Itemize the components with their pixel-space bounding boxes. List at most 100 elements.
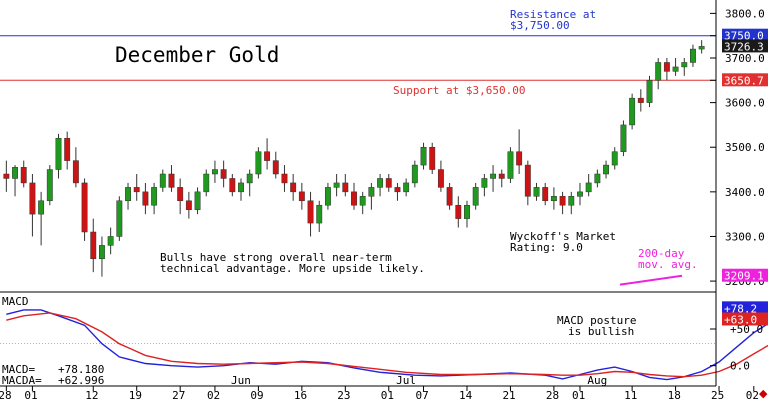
candle	[99, 236, 105, 277]
candle	[38, 191, 45, 246]
candle-body	[507, 151, 514, 179]
candle	[377, 174, 384, 197]
candle	[46, 165, 53, 206]
candle	[507, 147, 514, 183]
candle	[185, 191, 192, 219]
candle	[611, 147, 618, 170]
candle-body	[90, 231, 97, 260]
candle-body	[437, 169, 444, 188]
candle-body	[516, 151, 523, 166]
candle-body	[290, 182, 297, 193]
x-tick-label: 12	[85, 389, 98, 400]
candle-body	[472, 187, 479, 206]
macd-readout-value: +78.180	[58, 363, 104, 376]
scroll-arrow-icon[interactable]: ◆	[759, 387, 768, 400]
candle-body	[420, 146, 427, 166]
candle	[698, 40, 705, 54]
candle	[420, 142, 427, 170]
candle	[542, 182, 549, 206]
candle-body	[368, 187, 375, 197]
candle	[559, 191, 566, 215]
candle	[64, 131, 71, 170]
candle	[385, 174, 392, 192]
macd-axis: +50.0 0.0	[710, 323, 763, 373]
candle	[342, 174, 349, 197]
x-tick-label: 14	[459, 389, 473, 400]
candle-body	[316, 204, 323, 224]
macd-value-tag-bg	[722, 301, 768, 315]
candle	[255, 147, 262, 179]
candle-body	[142, 191, 149, 206]
macda-readout-value: +62.996	[58, 374, 104, 387]
candle-body	[603, 164, 609, 175]
candle-body	[107, 236, 114, 246]
x-tick-label: 27	[172, 389, 185, 400]
candle-body	[125, 187, 131, 202]
candlestick-series	[3, 40, 705, 277]
x-tick-label: 01	[381, 389, 394, 400]
candle	[446, 182, 453, 210]
x-tick-label: 09	[250, 389, 263, 400]
ma-label-line1: 200-day	[638, 247, 685, 260]
candle-body	[351, 191, 357, 206]
candle	[359, 191, 366, 215]
candle-body	[637, 97, 644, 103]
candle-body	[698, 46, 705, 50]
candle	[533, 182, 540, 201]
candle-body	[99, 245, 105, 260]
candle-body	[116, 200, 123, 237]
candle	[81, 178, 88, 241]
candle-body	[577, 191, 583, 197]
candle	[203, 169, 210, 197]
month-label: Jul	[396, 374, 416, 387]
candle-body	[151, 187, 158, 206]
candle	[577, 182, 583, 206]
candle-body	[690, 48, 696, 63]
candle	[324, 182, 331, 210]
candle-body	[672, 66, 679, 72]
candle	[550, 187, 557, 210]
last-price-tag-bg	[722, 39, 768, 53]
macd-tick-label: +50.0	[730, 323, 763, 336]
candle-body	[585, 182, 592, 193]
candle	[524, 160, 531, 206]
candle	[281, 165, 288, 192]
month-label: Jun	[231, 374, 251, 387]
support-label: Support at $3,650.00	[393, 84, 525, 97]
candle-body	[246, 173, 253, 184]
macda-readout-label: MACDA=	[2, 374, 42, 387]
macd-tags: +78.2+63.0	[722, 301, 768, 326]
candle	[455, 196, 462, 228]
candle-body	[394, 187, 401, 193]
candle	[351, 182, 357, 210]
candle	[316, 200, 323, 232]
candle-body	[55, 138, 62, 170]
x-tick-label: 21	[502, 389, 515, 400]
wyckoff-label-line2: Rating: 9.0	[510, 241, 583, 254]
candle-body	[620, 124, 627, 152]
candle	[177, 178, 184, 215]
x-tick-label: 23	[337, 389, 350, 400]
resistance-label: Resistance at	[510, 8, 596, 21]
x-tick-label: 18	[668, 389, 681, 400]
price-tick-label: 3600.0	[725, 97, 765, 110]
candle-body	[429, 146, 436, 170]
wyckoff-label-line1: Wyckoff's Market	[510, 230, 616, 243]
moving-average-line	[619, 274, 683, 286]
price-tick-label: 3500.0	[725, 141, 765, 154]
candle	[498, 169, 505, 188]
candle	[142, 182, 149, 215]
candle	[20, 160, 27, 188]
candle-body	[611, 151, 618, 166]
candle	[211, 160, 218, 183]
comment-line2: technical advantage. More upside likely.	[160, 262, 425, 275]
macd-title: MACD	[2, 295, 29, 308]
candle	[264, 138, 271, 170]
candle-body	[550, 196, 557, 202]
candle	[238, 178, 244, 201]
candle	[437, 160, 444, 192]
candle	[672, 58, 679, 76]
candle	[411, 160, 418, 188]
ma-tag: 3209.1	[724, 270, 764, 283]
